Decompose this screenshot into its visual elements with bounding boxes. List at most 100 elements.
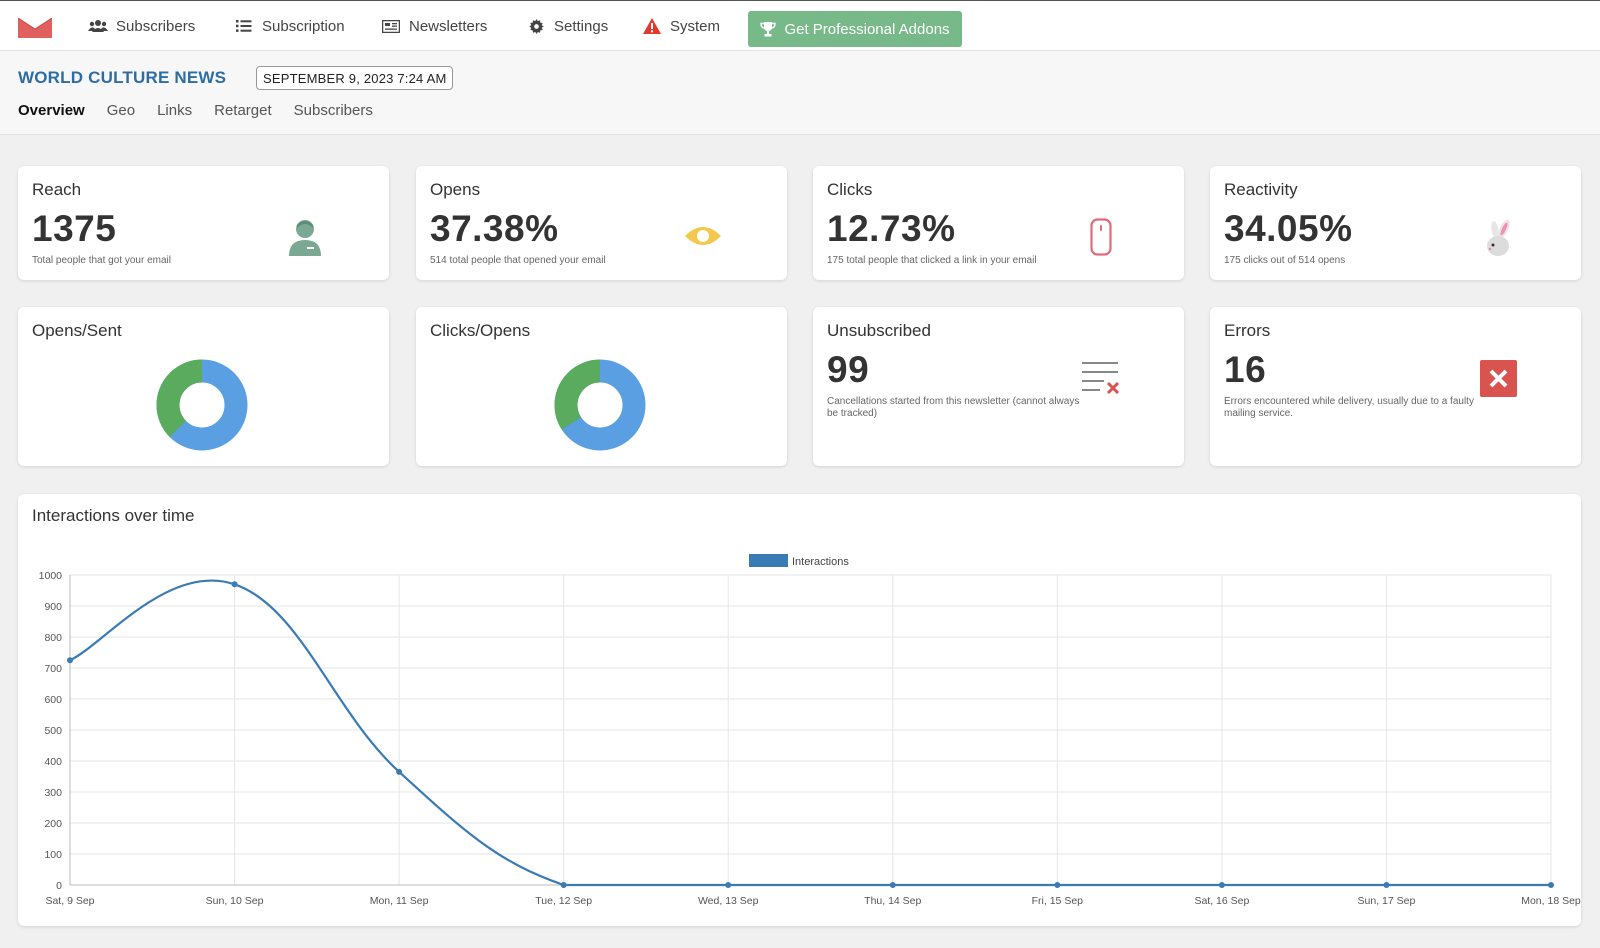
opens-sent-share-slice	[156, 359, 248, 451]
interactions-data-point[interactable]	[1383, 882, 1390, 888]
mouse-icon	[1090, 218, 1112, 256]
nav-subscription[interactable]: Subscription	[234, 1, 345, 51]
tab-links[interactable]: Links	[157, 102, 193, 119]
users-icon	[88, 18, 108, 34]
unsubscribed-title: Unsubscribed	[827, 321, 931, 340]
legend-label: Interactions	[792, 556, 849, 568]
unsubscribed-card: Unsubscribed 99 Cancellations started fr…	[813, 307, 1184, 466]
reach-card: Reach 1375 Total people that got your em…	[18, 166, 389, 280]
opens-desc: 514 total people that opened your email	[430, 255, 606, 266]
tab-retarget[interactable]: Retarget	[214, 102, 272, 119]
clicks-opens-title: Clicks/Opens	[430, 321, 531, 340]
opens-sent-title: Opens/Sent	[32, 321, 122, 340]
eye-icon	[685, 227, 721, 245]
nav-subscribers[interactable]: Subscribers	[88, 1, 195, 51]
reactivity-card: Reactivity 34.05% 175 clicks out of 514 …	[1210, 166, 1581, 280]
newspaper-icon	[381, 18, 401, 34]
clicks-value: 12.73%	[827, 208, 956, 249]
errors-card: Errors 16 Errors encountered while deliv…	[1210, 307, 1581, 466]
interactions-data-point[interactable]	[560, 882, 567, 888]
gear-icon	[526, 18, 546, 34]
y-tick-label: 200	[44, 818, 62, 830]
legend-swatch	[749, 554, 788, 567]
nav-system-label: System	[670, 17, 721, 35]
send-date-badge: SEPTEMBER 9, 2023 7:24 AM	[256, 66, 454, 90]
list-remove-icon	[1082, 362, 1120, 395]
top-nav: Subscribers Subscription Newsletters Set…	[0, 0, 1600, 51]
y-tick-label: 1000	[39, 570, 63, 582]
errors-title: Errors	[1224, 321, 1271, 340]
interactions-data-point[interactable]	[1054, 882, 1061, 888]
opens-card: Opens 37.38% 514 total people that opene…	[416, 166, 787, 280]
report-tabs: Overview Geo Links Retarget Subscribers	[18, 102, 395, 119]
tab-overview[interactable]: Overview	[18, 102, 85, 119]
clicks-card: Clicks 12.73% 175 total people that clic…	[813, 166, 1184, 280]
nav-newsletters-label: Newsletters	[409, 17, 488, 35]
nav-system[interactable]: System	[642, 1, 720, 51]
y-tick-label: 0	[56, 880, 62, 892]
y-tick-label: 500	[44, 725, 62, 737]
reach-desc: Total people that got your email	[32, 255, 171, 266]
nav-newsletters[interactable]: Newsletters	[381, 1, 487, 51]
newsletter-title: WORLD CULTURE NEWS	[18, 68, 227, 87]
chart-title: Interactions over time	[32, 506, 195, 525]
x-tick-label: Sun, 10 Sep	[206, 895, 264, 907]
rabbit-icon	[1487, 219, 1510, 256]
y-tick-label: 700	[44, 663, 62, 675]
person-icon	[289, 220, 321, 256]
nav-settings[interactable]: Settings	[526, 1, 608, 51]
x-tick-label: Sat, 9 Sep	[45, 895, 94, 907]
list-icon	[234, 18, 254, 34]
y-tick-label: 600	[44, 694, 62, 706]
x-tick-label: Mon, 18 Sep	[1521, 895, 1581, 907]
y-tick-label: 300	[44, 787, 62, 799]
clicks-title: Clicks	[827, 180, 873, 199]
newsletter-header: WORLD CULTURE NEWS SEPTEMBER 9, 2023 7:2…	[0, 51, 1600, 135]
x-tick-label: Thu, 14 Sep	[864, 895, 921, 907]
unsubscribed-value: 99	[827, 349, 870, 390]
tab-subscribers[interactable]: Subscribers	[293, 102, 373, 119]
opens-sent-donut	[156, 359, 248, 451]
tab-geo[interactable]: Geo	[106, 102, 136, 119]
interactions-data-point[interactable]	[396, 768, 403, 775]
reactivity-value: 34.05%	[1224, 208, 1353, 249]
opens-title: Opens	[430, 180, 481, 199]
interactions-line-chart: 0 100 200 300 400 500 600 700 800 900 1000 Sat, 9 S…	[39, 554, 1581, 907]
error-x-icon	[1480, 360, 1517, 397]
interactions-data-point[interactable]	[725, 882, 732, 888]
clicks-opens-donut	[554, 359, 646, 451]
x-tick-label: Mon, 11 Sep	[370, 895, 429, 907]
x-tick-label: Sun, 17 Sep	[1358, 895, 1416, 907]
warning-icon	[642, 18, 662, 34]
unsubscribed-desc: Cancellations started from this newslett…	[827, 396, 1080, 419]
y-tick-label: 400	[44, 756, 62, 768]
clicks-opens-share-slice	[554, 359, 646, 451]
interactions-chart-card: Interactions over time 0 100 200 300 400 500 6…	[18, 494, 1581, 926]
get-pro-addons-button[interactable]: Get Professional Addons	[748, 11, 962, 47]
opens-sent-hole	[180, 383, 224, 427]
interactions-data-point[interactable]	[231, 581, 238, 588]
mail-logo-icon[interactable]	[18, 18, 52, 38]
opens-value: 37.38%	[430, 208, 559, 249]
interactions-data-point[interactable]	[67, 657, 73, 664]
nav-settings-label: Settings	[554, 17, 609, 35]
interactions-data-point[interactable]	[1218, 882, 1225, 888]
x-tick-label: Fri, 15 Sep	[1032, 895, 1084, 907]
errors-value: 16	[1224, 349, 1267, 390]
clicks-opens-hole	[578, 383, 622, 427]
interactions-data-point[interactable]	[1548, 882, 1554, 888]
reach-value: 1375	[32, 208, 117, 249]
nav-subscription-label: Subscription	[262, 17, 345, 35]
nav-subscribers-label: Subscribers	[116, 17, 196, 35]
reach-title: Reach	[32, 180, 82, 199]
y-tick-label: 900	[44, 601, 62, 613]
reactivity-desc: 175 clicks out of 514 opens	[1224, 255, 1346, 266]
y-tick-label: 100	[44, 849, 62, 861]
opens-sent-card: Opens/Sent	[18, 307, 389, 466]
clicks-desc: 175 total people that clicked a link in …	[827, 255, 1037, 266]
clicks-opens-card: Clicks/Opens	[416, 307, 787, 466]
x-tick-label: Tue, 12 Sep	[535, 895, 592, 907]
interactions-data-point[interactable]	[889, 882, 896, 888]
x-tick-label: Wed, 13 Sep	[698, 895, 759, 907]
y-tick-label: 800	[44, 632, 62, 644]
